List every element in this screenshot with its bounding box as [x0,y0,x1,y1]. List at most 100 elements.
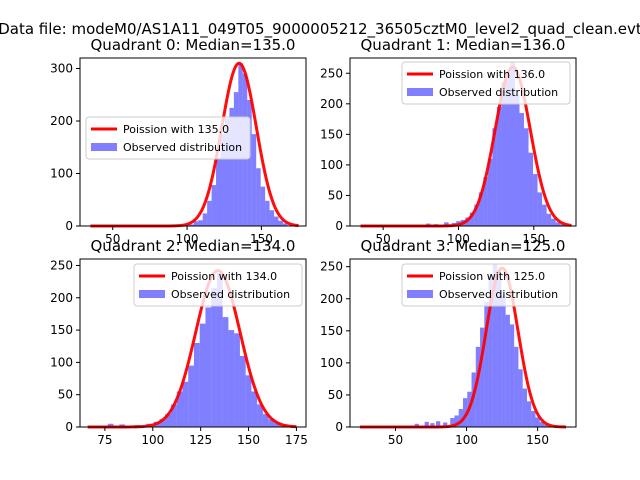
legend-hist-label: Observed distribution [171,288,290,301]
y-tick-label: 0 [65,420,73,434]
x-tick-label: 150 [250,232,273,246]
hist-bar [474,204,479,226]
hist-bar [170,404,177,427]
hist-bar [251,391,258,427]
hist-bar [501,295,506,427]
hist-bar [211,185,217,226]
subplot-title: Quadrant 3: Median=125.0 [361,237,566,255]
legend: Poission with 125.0 Observed distribution [401,263,571,307]
hist-bar [519,112,525,226]
hist-bar [229,107,234,226]
hist-bar [560,224,565,226]
hist-bar [528,152,534,226]
hist-bar [274,423,281,427]
y-tick-label: 200 [320,292,343,306]
hist-bar [251,134,257,226]
hist-bar [245,375,252,427]
axes-frame [349,258,577,428]
hist-bar [182,381,189,427]
hist-bar [463,398,468,427]
y-tick-label: 200 [320,97,343,111]
x-tick-label: 100 [455,433,478,447]
y-tick-label: 50 [328,388,343,402]
hist-bar [202,213,208,226]
hist-bar [537,192,543,226]
hist-bar [228,330,235,427]
hist-bar [505,314,510,427]
legend: Poission with 134.0 Observed distribution [133,263,303,307]
subplot-2: 75 100 125 150 175 0 50 100 150 200 250 Quadrant 2:… [50,237,308,447]
hist-bar [544,424,549,427]
legend-hist-label: Observed distribution [439,86,558,99]
hist-bar [478,192,484,226]
hist-bar [435,421,441,427]
x-tick-label: 150 [526,433,549,447]
hist-bar [430,423,435,427]
hist-bar [514,346,519,427]
hist-bar [533,174,538,226]
y-tick-label: 0 [335,219,343,233]
hist-bar [193,343,200,427]
hist-bar [526,401,532,427]
subplot-1: 50 100 150 0 50 100 150 200 250 Quadrant 1: Media… [320,36,577,246]
y-tick-label: 200 [50,114,73,128]
hist-bar [492,128,497,226]
hist-bar [551,218,556,226]
hist-bar [262,414,269,427]
hist-bar [216,273,223,427]
subplot-0: 50 100 150 0 100 200 300 Quadrant 0: Median=135… [50,36,307,246]
hist-bar [256,168,261,226]
y-tick-label: 150 [320,127,343,141]
hist-bar [205,307,212,427]
y-tick-label: 250 [320,260,343,274]
hist-bar [539,421,545,427]
hist-bar [518,369,523,427]
subplot-3: 50 100 150 0 50 100 150 200 250 Quadrant 3: Media… [320,237,577,447]
hist-bar [269,210,275,226]
hist-bar [480,327,485,427]
x-tick-label: 125 [189,433,212,447]
hist-bar [475,346,481,427]
legend-curve-label: Poission with 135.0 [123,123,229,136]
hist-bar [524,128,529,226]
hist-bar [510,62,515,226]
y-tick-label: 100 [320,356,343,370]
y-tick-label: 0 [335,420,343,434]
hist-bar [199,323,206,427]
hist-bar [222,317,229,427]
hist-bar [165,414,171,427]
hist-bar [239,355,246,427]
x-tick-label: 150 [237,433,260,447]
figure-suptitle: Data file: modeM0/AS1A11_049T05_90000052… [0,20,640,39]
legend-frame [401,61,571,105]
hist-bar [107,423,114,427]
hist-bar [188,365,194,427]
hist-bar [546,213,552,226]
hist-bar [458,409,463,427]
hist-bar [424,421,429,427]
hist-bar [211,288,217,427]
subplot-title: Quadrant 1: Median=136.0 [361,36,566,54]
hist-bar [505,73,511,226]
x-tick-label: 100 [447,232,470,246]
axes-frame [79,258,307,428]
hist-bar [257,404,263,427]
y-tick-label: 150 [320,324,343,338]
legend: Poission with 136.0 Observed distribution [401,61,571,105]
legend-curve-label: Poission with 134.0 [171,270,277,283]
legend: Poission with 135.0 Observed distribution [85,116,251,160]
legend-hist-label: Observed distribution [123,141,242,154]
hist-bar [265,200,270,226]
x-tick-label: 150 [522,232,545,246]
axes-frame [349,57,577,227]
x-tick-label: 75 [97,433,112,447]
hist-bar [535,417,540,427]
hist-bar [542,204,547,226]
x-tick-label: 100 [176,232,199,246]
hist-bar [487,158,493,226]
y-tick-label: 50 [58,388,73,402]
hist-bar [176,391,183,427]
y-tick-label: 100 [320,158,343,172]
hist-bar [247,100,252,226]
y-tick-label: 100 [50,355,73,369]
